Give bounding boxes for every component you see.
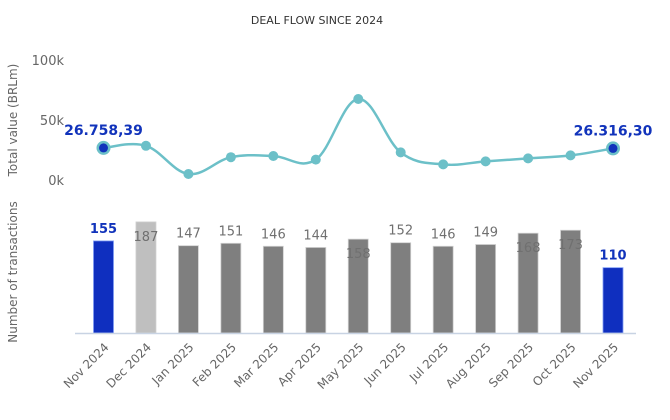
bar-series: 155 187 147 151 146 144 158 152 146 149 168 173 110 [90,221,627,334]
bar [262,245,284,334]
x-tick-label: Aug 2025 [443,340,494,391]
line-y-axis: 0k 50k 100k [32,54,65,189]
line-point [565,150,576,161]
bar [93,240,114,334]
x-tick-label: Nov 2025 [570,340,621,391]
line-point [225,152,236,163]
line-point [438,159,449,170]
highlight-point [99,143,108,153]
bar-value-label: 147 [176,227,201,242]
x-tick-label: Mar 2025 [231,340,281,390]
value-line [103,97,614,176]
x-tick-label: Jun 2025 [361,340,409,388]
bar [305,247,327,334]
bar-value-label: 149 [473,225,498,240]
line-value-label: 26.316,30 [574,123,653,139]
x-tick-label: Nov 2024 [61,340,112,391]
line-point [268,151,279,161]
bar-value-label: 158 [346,247,371,262]
highlight-point [608,143,618,153]
line-point [140,140,151,151]
bar-value-label: 187 [134,230,159,245]
bar-value-label: 144 [303,228,328,243]
line-y-axis-title: Total value (BRLm) [6,64,20,178]
bar [432,245,454,334]
bar [220,242,242,334]
line-point [183,169,194,179]
x-tick-label: Jan 2025 [149,340,197,388]
bar-value-label: 146 [261,227,286,242]
bar [475,244,497,334]
y-tick-label: 0k [48,174,64,189]
x-tick-label: Dec 2024 [103,340,154,391]
bar-value-label: 151 [218,224,243,239]
bar [390,242,412,334]
bar-value-label: 110 [599,249,626,264]
x-tick-label: Sep 2025 [486,340,536,390]
line-point [523,153,534,164]
bar-value-label: 152 [388,224,413,239]
bar-value-label: 146 [431,227,456,242]
line-value-label: 26.758,39 [64,123,143,139]
line-point [310,154,321,165]
line-point [480,156,491,167]
y-tick-label: 50k [40,114,65,129]
line-point [353,94,364,104]
bar [602,267,624,334]
bar-y-axis-title: Number of transactions [6,201,20,342]
bar-value-label: 168 [516,241,541,256]
bar [178,245,199,334]
line-series: 26.758,39 26.316,30 [64,94,653,179]
line-point [395,147,406,158]
chart-title: DEAL FLOW SINCE 2024 [251,14,383,27]
x-tick-label: May 2025 [315,340,367,392]
y-tick-label: 100k [32,54,65,69]
bar-value-label: 155 [90,222,117,237]
bar-value-label: 173 [558,238,583,253]
